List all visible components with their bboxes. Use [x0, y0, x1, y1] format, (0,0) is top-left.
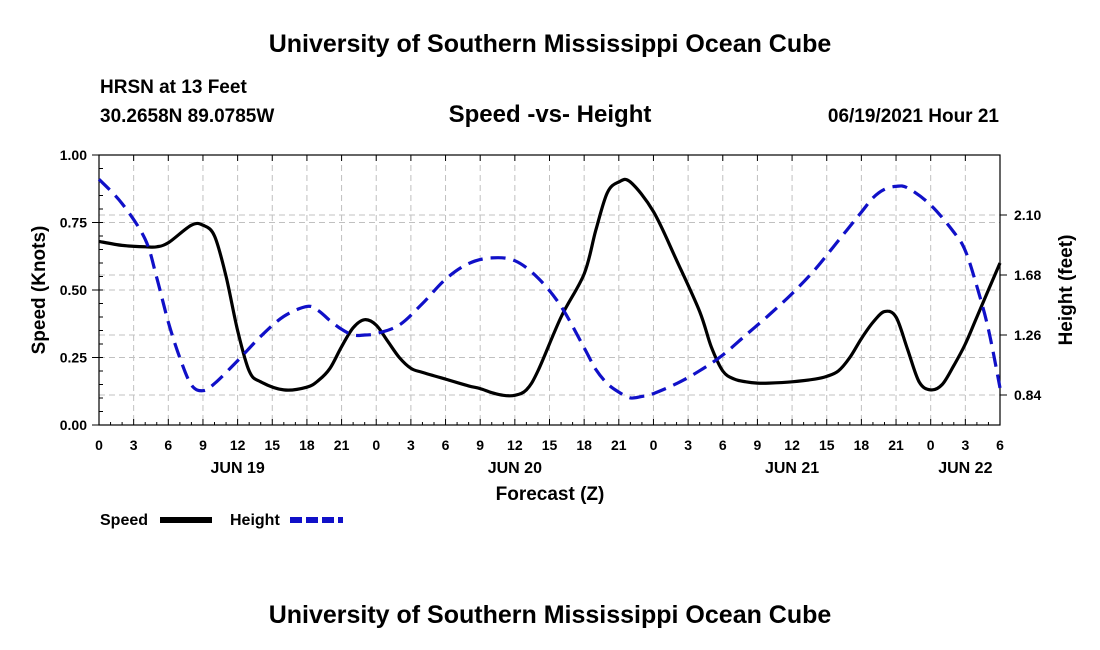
x-tick-label: 6 — [164, 437, 172, 453]
x-tick-label: 18 — [299, 437, 315, 453]
x-tick-label: 0 — [927, 437, 935, 453]
x-tick-label: 21 — [334, 437, 350, 453]
height-series-line — [97, 178, 1002, 400]
chart-title-top: University of Southern Mississippi Ocean… — [268, 30, 832, 58]
x-tick-label: 9 — [476, 437, 484, 453]
date-label: JUN 20 — [488, 460, 542, 477]
y-axis-title-right: Height (feet) — [1056, 235, 1077, 346]
x-tick-label: 12 — [784, 437, 800, 453]
x-tick-label: 15 — [264, 437, 280, 453]
x-tick-label: 0 — [372, 437, 380, 453]
x-tick-label: 6 — [442, 437, 450, 453]
timestamp-label: 06/19/2021 Hour 21 — [827, 106, 999, 127]
y-right-tick-label: 0.84 — [1014, 387, 1041, 403]
x-tick-label: 12 — [230, 437, 246, 453]
legend-height-label: Height — [230, 512, 280, 529]
x-tick-label: 21 — [888, 437, 904, 453]
x-tick-label: 3 — [130, 437, 138, 453]
x-tick-label: 15 — [819, 437, 835, 453]
y-right-tick-label: 2.10 — [1014, 207, 1041, 223]
coordinates-label: 30.2658N 89.0785W — [100, 106, 275, 127]
x-tick-label: 18 — [854, 437, 870, 453]
x-tick-label: 6 — [996, 437, 1004, 453]
speed-series-line — [98, 177, 1002, 398]
x-tick-label: 9 — [199, 437, 207, 453]
x-tick-label: 12 — [507, 437, 523, 453]
x-tick-label: 0 — [650, 437, 658, 453]
station-label: HRSN at 13 Feet — [100, 77, 247, 98]
y-right-tick-label: 1.68 — [1014, 267, 1041, 283]
x-tick-label: 3 — [961, 437, 969, 453]
x-tick-label: 15 — [542, 437, 558, 453]
date-label: JUN 22 — [938, 460, 992, 477]
y-axis-title-left: Speed (Knots) — [29, 226, 50, 355]
y-right-tick-label: 1.26 — [1014, 327, 1041, 343]
x-tick-label: 18 — [576, 437, 592, 453]
x-tick-label: 0 — [95, 437, 103, 453]
date-label: JUN 19 — [210, 460, 264, 477]
x-tick-label: 9 — [754, 437, 762, 453]
x-axis-title: Forecast (Z) — [496, 484, 605, 505]
chart-subtitle: Speed -vs- Height — [448, 101, 652, 128]
x-tick-label: 3 — [684, 437, 692, 453]
legend-speed-label: Speed — [100, 512, 148, 529]
date-label: JUN 21 — [765, 460, 819, 477]
x-tick-label: 3 — [407, 437, 415, 453]
chart-title-bottom: University of Southern Mississippi Ocean… — [268, 601, 832, 629]
y-left-tick-label: 0.00 — [60, 417, 87, 433]
y-left-tick-label: 1.00 — [60, 147, 87, 163]
y-left-tick-label: 0.25 — [60, 350, 87, 366]
y-left-tick-label: 0.50 — [60, 282, 87, 298]
x-tick-label: 21 — [611, 437, 627, 453]
x-tick-label: 6 — [719, 437, 727, 453]
y-left-tick-label: 0.75 — [60, 215, 87, 231]
